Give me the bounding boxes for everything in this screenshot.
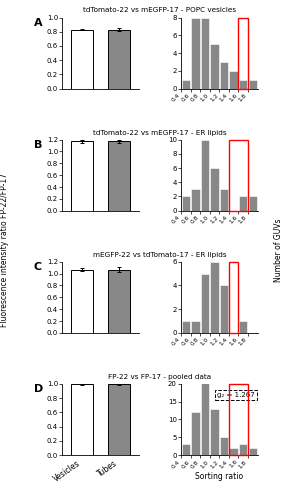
Bar bbox=[108, 270, 130, 333]
Bar bbox=[230, 71, 238, 88]
Text: FP-22 vs FP-17 - pooled data: FP-22 vs FP-17 - pooled data bbox=[108, 374, 211, 380]
Bar bbox=[108, 384, 130, 455]
Text: tdTomato-22 vs mEGFP-17 - POPC vesicles: tdTomato-22 vs mEGFP-17 - POPC vesicles bbox=[83, 8, 237, 14]
Bar bbox=[191, 321, 200, 333]
Text: A: A bbox=[34, 18, 42, 28]
Bar bbox=[108, 142, 130, 210]
Bar bbox=[238, 18, 248, 88]
Bar bbox=[239, 444, 247, 455]
Text: Number of GUVs: Number of GUVs bbox=[274, 218, 283, 282]
Bar bbox=[230, 448, 238, 455]
Bar bbox=[71, 270, 93, 333]
Bar bbox=[191, 190, 200, 210]
Bar bbox=[248, 196, 257, 210]
Text: C: C bbox=[34, 262, 42, 272]
Bar bbox=[229, 262, 238, 333]
Bar bbox=[191, 412, 200, 455]
Text: g₂ = 1.267: g₂ = 1.267 bbox=[217, 392, 255, 398]
Bar bbox=[201, 380, 209, 455]
Bar bbox=[181, 80, 190, 88]
Bar bbox=[210, 44, 219, 88]
Bar bbox=[201, 18, 209, 88]
Text: mEGFP-22 vs tdTomato-17 - ER lipids: mEGFP-22 vs tdTomato-17 - ER lipids bbox=[93, 252, 227, 258]
X-axis label: Sorting ratio: Sorting ratio bbox=[195, 472, 243, 481]
Bar bbox=[191, 18, 200, 88]
Bar bbox=[210, 409, 219, 455]
Bar bbox=[71, 142, 93, 210]
Bar bbox=[71, 30, 93, 88]
Bar bbox=[239, 80, 247, 88]
Bar bbox=[210, 262, 219, 333]
Bar bbox=[239, 321, 247, 333]
Bar bbox=[220, 190, 228, 210]
Text: tdTomato-22 vs mEGFP-17 - ER lipids: tdTomato-22 vs mEGFP-17 - ER lipids bbox=[93, 130, 227, 136]
Bar bbox=[229, 384, 248, 455]
Bar bbox=[181, 444, 190, 455]
Text: Fluorescence intensity ratio FP-22/FP-17: Fluorescence intensity ratio FP-22/FP-17 bbox=[0, 173, 9, 327]
Text: B: B bbox=[34, 140, 42, 149]
Bar bbox=[201, 140, 209, 210]
Bar bbox=[239, 196, 247, 210]
Bar bbox=[181, 321, 190, 333]
Bar bbox=[220, 286, 228, 333]
Bar bbox=[220, 437, 228, 455]
Bar bbox=[201, 274, 209, 333]
Bar bbox=[220, 62, 228, 88]
Bar bbox=[108, 30, 130, 88]
Bar bbox=[248, 80, 257, 88]
Bar bbox=[181, 196, 190, 210]
Text: D: D bbox=[34, 384, 43, 394]
Bar bbox=[229, 140, 248, 210]
Bar bbox=[248, 448, 257, 455]
Bar bbox=[210, 168, 219, 210]
Bar bbox=[71, 384, 93, 455]
